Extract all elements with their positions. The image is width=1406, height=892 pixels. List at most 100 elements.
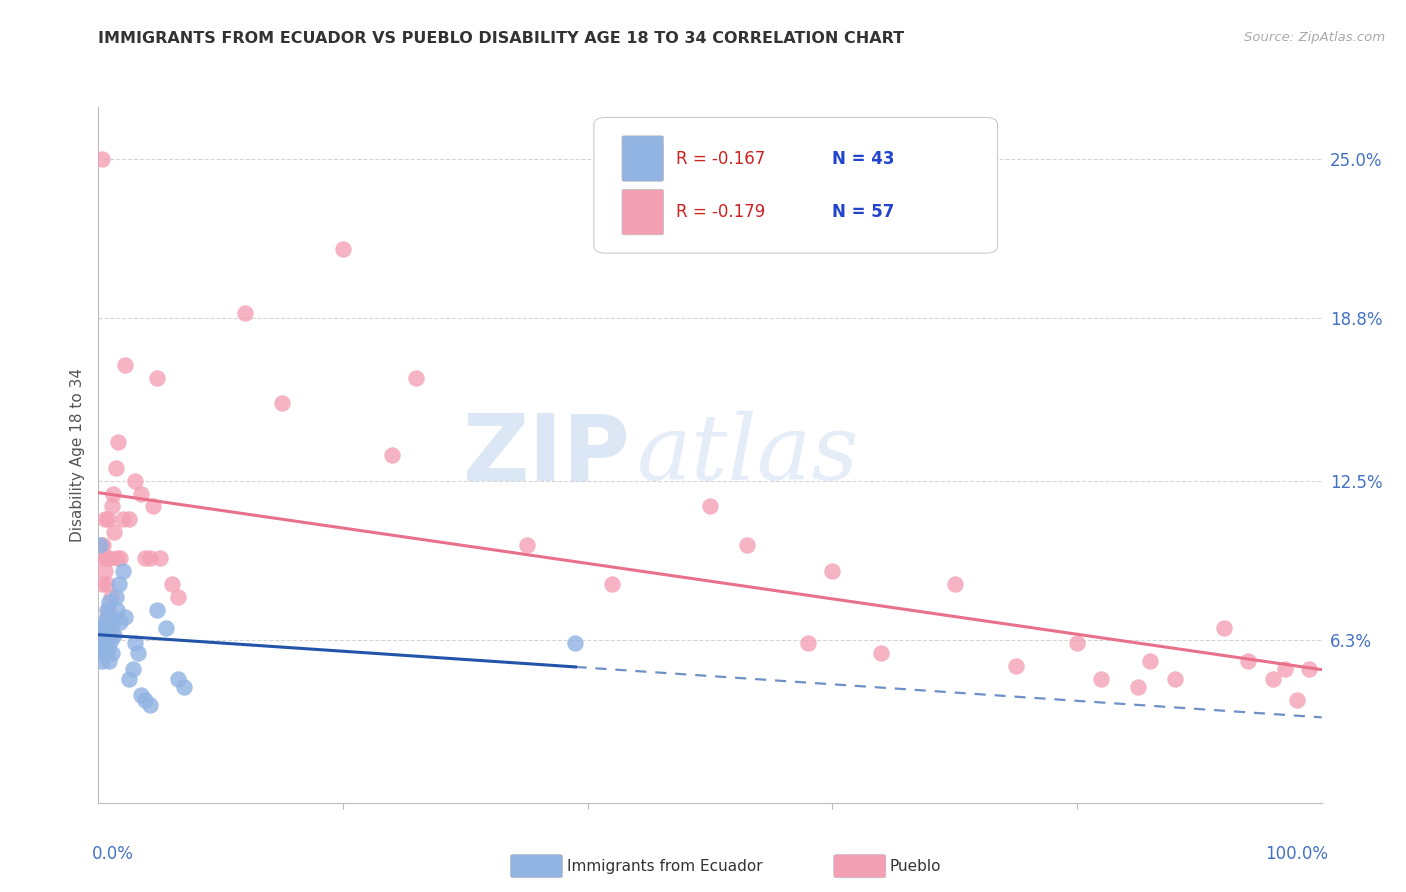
Point [91,621,114,635]
Point [139,551,162,566]
Point [1237,654,1260,668]
Point [91,654,114,668]
Point [101,615,124,630]
Point [173,680,195,694]
Point [381,448,404,462]
Point [91,641,114,656]
Point [233,306,256,320]
Point [149,551,172,566]
Point [1286,692,1309,706]
Point [98,595,121,609]
Point [105,602,128,616]
Point [97,641,120,656]
Text: Pueblo: Pueblo [890,859,942,873]
Point [735,538,758,552]
Point [1274,662,1296,676]
Point [100,621,122,635]
Point [101,500,124,514]
Point [155,621,177,635]
Point [91,551,114,566]
Point [111,564,134,578]
Point [97,628,120,642]
Text: ZIP: ZIP [463,410,630,500]
Point [91,538,114,552]
Point [108,576,131,591]
Point [114,610,136,624]
Point [1066,636,1088,650]
Point [89,633,111,648]
Point [98,551,121,566]
Point [124,474,146,488]
FancyBboxPatch shape [621,189,664,235]
Point [90,646,112,660]
Point [89,538,111,552]
Point [146,602,169,616]
Point [142,500,165,514]
Point [104,460,127,475]
Point [1261,672,1284,686]
Point [91,152,114,166]
Point [94,551,117,566]
Point [1090,672,1112,686]
Point [101,646,124,660]
Point [121,662,143,676]
Point [89,621,111,635]
Point [91,636,114,650]
Point [134,692,156,706]
Text: IMMIGRANTS FROM ECUADOR VS PUEBLO DISABILITY AGE 18 TO 34 CORRELATION CHART: IMMIGRANTS FROM ECUADOR VS PUEBLO DISABI… [98,31,904,46]
Text: R = -0.179: R = -0.179 [676,203,765,221]
Point [91,576,114,591]
Point [118,672,141,686]
Point [564,636,586,650]
Point [101,486,124,500]
Point [93,564,115,578]
Text: N = 57: N = 57 [832,203,894,221]
Point [139,698,162,712]
Point [97,512,120,526]
Point [167,672,190,686]
Point [1139,654,1161,668]
Point [107,435,129,450]
Text: N = 43: N = 43 [832,150,894,168]
Point [96,576,118,591]
Point [146,370,169,384]
Point [96,610,118,624]
Point [1298,662,1320,676]
Point [118,512,141,526]
Point [160,576,183,591]
Point [1128,680,1150,694]
Point [870,646,893,660]
Point [110,551,132,566]
Point [114,358,136,372]
Point [94,646,117,660]
Point [96,602,118,616]
Text: Source: ZipAtlas.com: Source: ZipAtlas.com [1244,31,1385,45]
Y-axis label: Disability Age 18 to 34: Disability Age 18 to 34 [69,368,84,542]
Text: 100.0%: 100.0% [1265,845,1327,863]
Point [699,500,721,514]
Point [134,551,156,566]
Point [90,538,112,552]
Point [1212,621,1234,635]
FancyBboxPatch shape [621,136,664,181]
Point [270,396,294,410]
Point [943,576,966,591]
Point [104,590,127,604]
Point [515,538,537,552]
Point [103,628,125,642]
Point [129,486,152,500]
Point [332,242,354,256]
Point [93,615,115,630]
Point [103,525,125,540]
Point [111,512,134,526]
Point [93,512,115,526]
Text: atlas: atlas [637,410,859,500]
Point [129,688,152,702]
Point [821,564,844,578]
Point [124,636,146,650]
Point [97,602,120,616]
Point [1164,672,1187,686]
Point [600,576,623,591]
Point [797,636,820,650]
Point [167,590,190,604]
